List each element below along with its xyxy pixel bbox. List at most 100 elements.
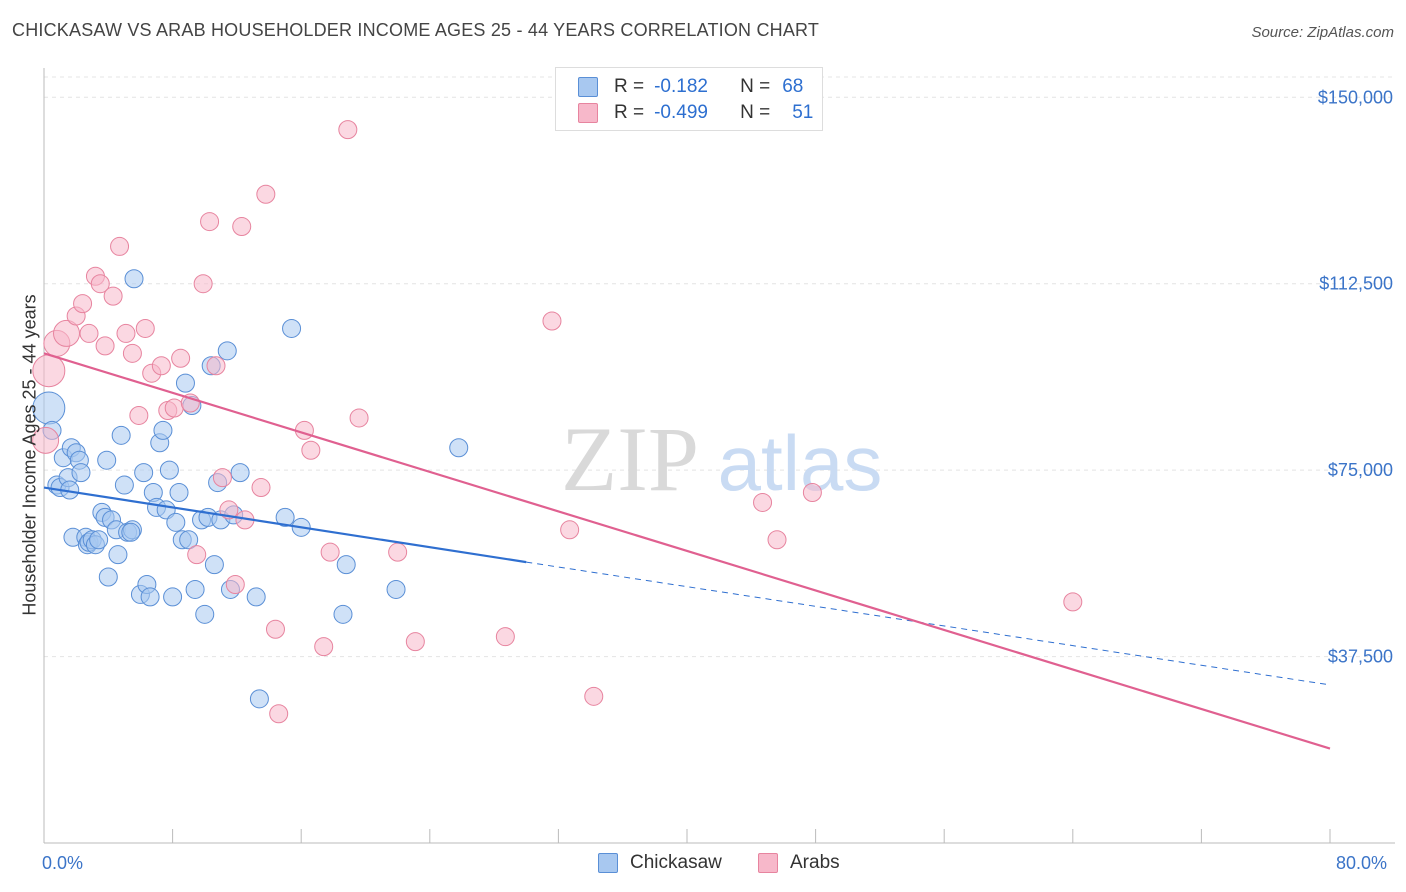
arabs-point — [560, 520, 580, 540]
arabs-point — [265, 619, 285, 639]
arabs-point — [1063, 592, 1083, 612]
chickasaw-point — [98, 567, 118, 587]
chickasaw-trend-extension — [526, 561, 1331, 686]
chickasaw-point — [195, 604, 215, 624]
arabs-point — [53, 319, 81, 347]
legend-label-chickasaw: Chickasaw — [630, 852, 722, 873]
arabs-point — [187, 545, 207, 565]
legend-n-label: N = — [740, 76, 771, 97]
chickasaw-point — [153, 420, 173, 440]
arabs-point — [95, 336, 115, 356]
chickasaw-point — [179, 530, 199, 550]
arabs-point — [193, 274, 213, 294]
chickasaw-point — [336, 555, 356, 575]
chickasaw-point — [71, 463, 91, 483]
chickasaw-point — [163, 587, 183, 607]
legend-swatch-arabs — [758, 853, 778, 873]
arabs-point — [320, 542, 340, 562]
x-axis-min-label: 0.0% — [42, 853, 84, 873]
x-axis-max-label: 80.0% — [1336, 853, 1388, 873]
arabs-point — [110, 236, 130, 256]
chart-title: CHICKASAW VS ARAB HOUSEHOLDER INCOME AGE… — [12, 20, 820, 40]
arabs-point — [495, 627, 515, 647]
arabs-point — [542, 311, 562, 331]
chickasaw-point — [217, 341, 237, 361]
legend-n-label: N = — [740, 102, 771, 123]
arabs-point — [129, 405, 149, 425]
chickasaw-trend-line — [43, 486, 527, 564]
arabs-point — [122, 343, 142, 363]
arabs-point — [269, 704, 289, 724]
chickasaw-point — [124, 269, 144, 289]
arabs-point — [164, 398, 184, 418]
chickasaw-point — [249, 689, 269, 709]
legend-r-value: -0.182 — [654, 76, 708, 97]
arabs-point — [32, 426, 60, 454]
chickasaw-point — [166, 512, 186, 532]
arabs-point — [206, 356, 226, 376]
chickasaw-point — [159, 460, 179, 480]
watermark: ZIP atlas — [561, 408, 882, 510]
arabs-point — [388, 542, 408, 562]
arabs-point — [225, 574, 245, 594]
chickasaw-point — [204, 555, 224, 575]
legend-row-arabs: R = -0.499 N = 51 — [578, 100, 813, 126]
chickasaw-point — [449, 438, 469, 458]
chickasaw-point — [169, 483, 189, 503]
arabs-trend-line — [43, 352, 1331, 750]
arabs-point — [251, 478, 271, 498]
chickasaw-point — [230, 463, 250, 483]
legend-label-arabs: Arabs — [790, 852, 840, 873]
legend-n-value: 51 — [792, 102, 814, 123]
chickasaw-point — [121, 522, 141, 542]
arabs-point — [90, 274, 110, 294]
arabs-point — [103, 286, 123, 306]
chickasaw-point — [140, 587, 160, 607]
chickasaw-point — [114, 475, 134, 495]
arabs-point — [314, 637, 334, 657]
legend-r-value: -0.499 — [654, 102, 708, 123]
arabs-point — [349, 408, 369, 428]
chickasaw-point — [134, 463, 154, 483]
chart-source: Source: ZipAtlas.com — [1251, 24, 1394, 41]
chickasaw-point — [246, 587, 266, 607]
legend-n-value: 68 — [782, 76, 804, 97]
chickasaw-point — [333, 604, 353, 624]
correlation-legend: R = -0.182 N = 68 R = -0.499 N = 51 — [555, 67, 823, 131]
legend-r-label: R = — [614, 102, 645, 123]
watermark-atlas: atlas — [718, 419, 883, 507]
arabs-point — [151, 356, 171, 376]
y-tick-label: $150,000 — [1318, 87, 1393, 107]
y-tick-label: $37,500 — [1328, 647, 1393, 667]
chickasaw-point — [89, 530, 109, 550]
arabs-point — [79, 323, 99, 343]
arabs-point — [301, 440, 321, 460]
legend-row-chickasaw: R = -0.182 N = 68 — [578, 74, 803, 100]
arabs-point — [753, 492, 773, 512]
chickasaw-point — [282, 318, 302, 338]
chickasaw-point — [108, 545, 128, 565]
legend-r-label: R = — [614, 76, 645, 97]
y-tick-label: $112,500 — [1319, 274, 1393, 294]
arabs-point — [212, 468, 232, 488]
bottom-legend-chickasaw: Chickasaw — [598, 852, 722, 874]
y-axis-title: Householder Income Ages 25 - 44 years — [19, 294, 40, 616]
y-tick-label: $75,000 — [1328, 460, 1393, 480]
bottom-legend-arabs: Arabs — [758, 852, 840, 874]
watermark-zip: ZIP — [561, 408, 699, 510]
arabs-point — [116, 323, 136, 343]
legend-swatch-chickasaw — [578, 77, 598, 97]
chickasaw-point — [275, 507, 295, 527]
chickasaw-point — [175, 373, 195, 393]
chickasaw-point — [111, 425, 131, 445]
chickasaw-point — [386, 579, 406, 599]
arabs-point — [200, 212, 220, 232]
chickasaw-point — [97, 450, 117, 470]
arabs-point — [338, 120, 358, 140]
arabs-point — [405, 632, 425, 652]
legend-swatch-arabs — [578, 103, 598, 123]
arabs-point — [256, 184, 276, 204]
arabs-point — [584, 686, 604, 706]
arabs-point — [232, 217, 252, 237]
